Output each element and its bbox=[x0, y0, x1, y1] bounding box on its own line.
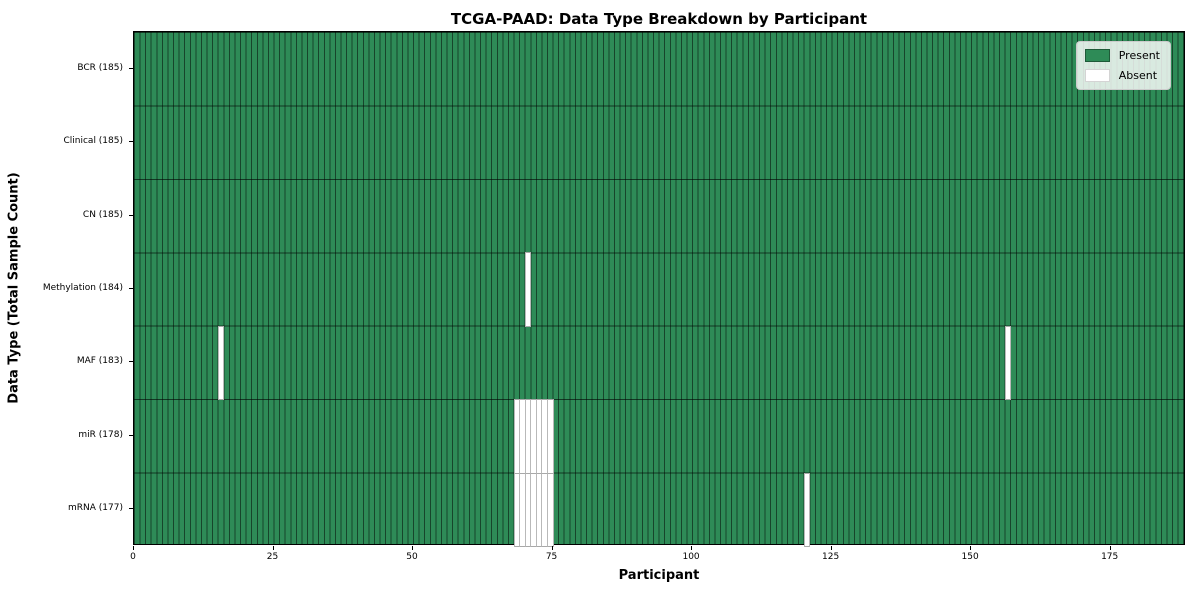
x-tick-label-0: 0 bbox=[130, 552, 136, 562]
plot-area: Present Absent bbox=[133, 31, 1185, 547]
legend-label-present: Present bbox=[1118, 49, 1160, 62]
x-tick-mark-100 bbox=[691, 546, 693, 550]
y-tick-mark-Methylation bbox=[129, 288, 133, 289]
x-tick-mark-125 bbox=[830, 546, 832, 550]
y-tick-label-MAF: MAF (183) bbox=[76, 356, 123, 367]
y-tick-mark-BCR bbox=[129, 67, 133, 69]
absent-cell-mRNA-74 bbox=[546, 472, 554, 547]
x-tick-mark-50 bbox=[412, 546, 414, 550]
absent-cell-MAF-156 bbox=[1004, 325, 1012, 401]
y-tick-label-mRNA: mRNA (177) bbox=[68, 503, 123, 514]
y-tick-mark-CN bbox=[129, 214, 133, 216]
y-tick-mark-Clinical bbox=[129, 141, 133, 143]
y-tick-mark-MAF bbox=[129, 361, 133, 363]
absent-cell-miR-74 bbox=[546, 399, 554, 474]
y-axis-label: Data Type (Total Sample Count) bbox=[6, 172, 22, 404]
absent-cell-Methylation-70 bbox=[524, 252, 532, 327]
x-tick-label-50: 50 bbox=[406, 552, 418, 562]
x-tick-label-25: 25 bbox=[266, 552, 279, 562]
y-tick-label-miR: miR (178) bbox=[78, 429, 123, 440]
y-tick-mark-miR bbox=[129, 434, 133, 436]
x-tick-label-150: 150 bbox=[961, 552, 979, 562]
x-tick-mark-150 bbox=[970, 546, 972, 550]
y-tick-mark-mRNA bbox=[129, 508, 133, 510]
legend-entry-absent: Absent bbox=[1084, 69, 1160, 82]
legend-entry-present: Present bbox=[1084, 49, 1160, 62]
absent-cell-MAF-15 bbox=[217, 325, 225, 401]
chart-title: TCGA-PAAD: Data Type Breakdown by Partic… bbox=[450, 10, 868, 28]
legend-label-absent: Absent bbox=[1118, 69, 1158, 82]
legend: Present Absent bbox=[1075, 41, 1171, 90]
x-tick-label-100: 100 bbox=[682, 552, 700, 562]
absent-swatch-icon bbox=[1084, 69, 1110, 82]
x-tick-mark-0 bbox=[133, 546, 134, 550]
y-tick-label-CN: CN (185) bbox=[82, 209, 123, 220]
present-swatch-icon bbox=[1084, 49, 1110, 62]
x-tick-mark-75 bbox=[551, 546, 553, 550]
y-tick-label-BCR: BCR (185) bbox=[77, 62, 123, 73]
y-tick-label-Methylation: Methylation (184) bbox=[42, 283, 123, 293]
x-tick-label-75: 75 bbox=[545, 552, 558, 562]
x-tick-label-175: 175 bbox=[1101, 552, 1119, 562]
x-tick-mark-175 bbox=[1109, 546, 1111, 550]
x-tick-mark-25 bbox=[272, 546, 274, 550]
x-tick-label-125: 125 bbox=[822, 552, 840, 562]
x-axis-label: Participant bbox=[618, 568, 700, 583]
y-tick-label-Clinical: Clinical (185) bbox=[63, 136, 123, 147]
absent-cell-mRNA-120 bbox=[803, 472, 811, 547]
